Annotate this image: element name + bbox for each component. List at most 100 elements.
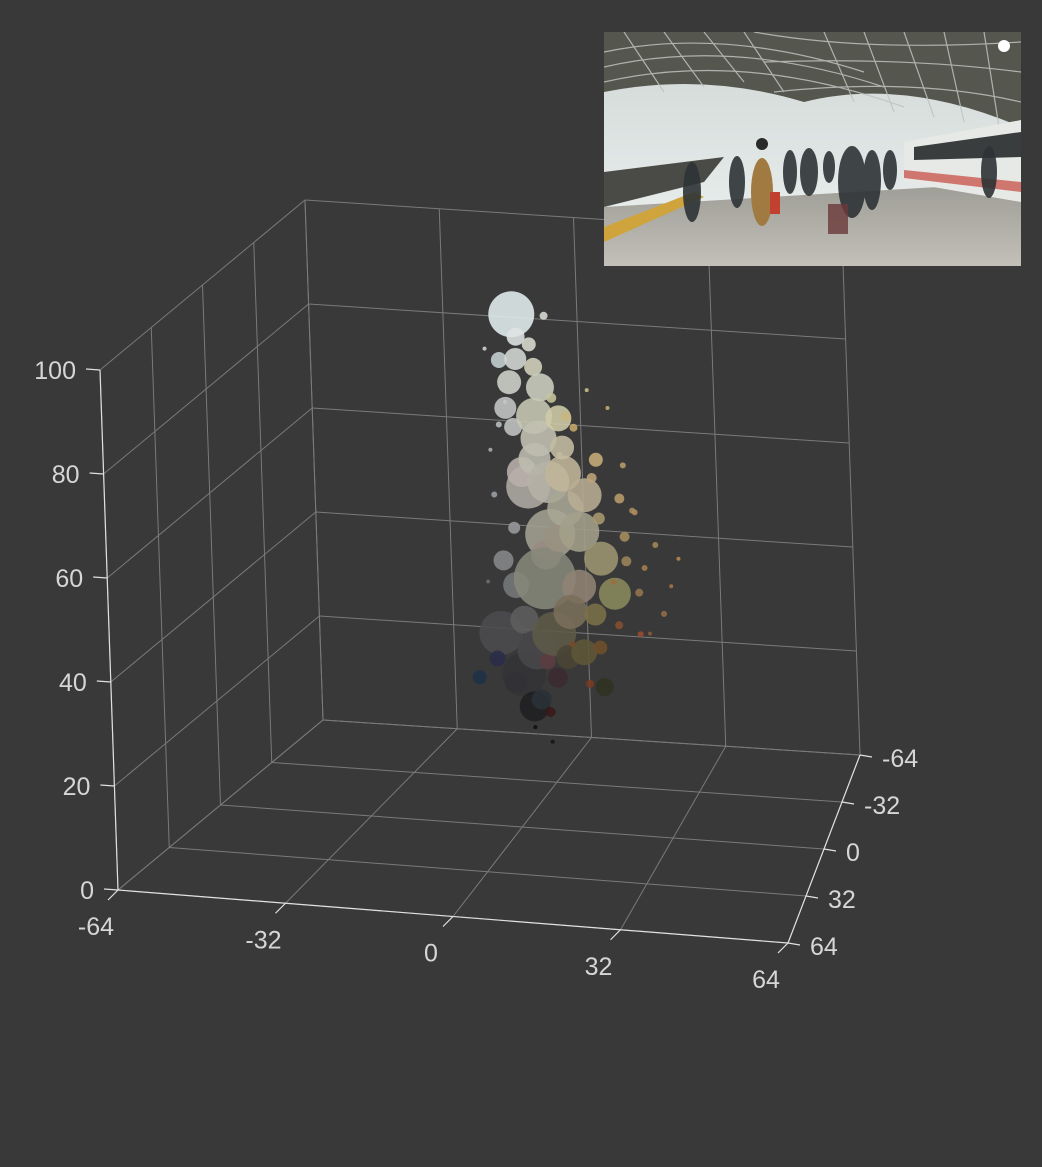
floor-grid-line-b: [220, 804, 825, 850]
data-point: [584, 388, 589, 393]
data-point: [641, 564, 648, 571]
z-tick-mark: [96, 680, 111, 683]
back-wall-horizontal-line: [322, 719, 861, 756]
x-tick-mark: [275, 902, 286, 914]
data-point: [553, 594, 588, 629]
data-point: [569, 640, 576, 647]
left-wall-vertical-line: [304, 199, 324, 721]
x-tick-label: 0: [424, 940, 438, 968]
data-point: [584, 541, 619, 576]
data-point: [482, 346, 487, 351]
x-tick-mark: [610, 929, 621, 941]
data-point: [533, 725, 538, 730]
data-point: [524, 357, 543, 376]
z-tick-label: 100: [34, 357, 76, 385]
y-tick-mark: [859, 754, 873, 758]
data-point: [567, 478, 602, 513]
data-point: [550, 435, 575, 460]
data-point: [593, 640, 608, 655]
data-point: [488, 447, 493, 452]
y-tick-mark: [787, 942, 801, 946]
data-point: [546, 392, 557, 403]
data-point: [648, 631, 653, 636]
data-point: [637, 631, 644, 638]
data-point: [513, 547, 576, 610]
left-wall-horizontal-line: [117, 719, 324, 891]
z-axis-line: [99, 369, 119, 891]
data-point: [592, 512, 605, 525]
y-tick-mark: [823, 848, 837, 852]
data-point: [621, 556, 632, 567]
left-wall-horizontal-line: [110, 511, 317, 683]
data-point: [491, 491, 498, 498]
y-tick-label: -32: [864, 792, 900, 820]
data-point: [506, 327, 525, 346]
z-tick-label: 60: [55, 565, 83, 593]
data-point: [472, 670, 487, 685]
x-tick-label: 64: [752, 966, 780, 994]
left-wall-horizontal-line: [106, 407, 313, 579]
data-point: [550, 739, 555, 744]
data-point: [631, 509, 638, 516]
data-point: [569, 423, 578, 432]
data-point: [559, 511, 600, 552]
z-tick-mark: [89, 472, 104, 475]
data-point: [508, 521, 521, 534]
data-point: [635, 588, 644, 597]
floor-grid-line-b: [169, 847, 807, 897]
data-point: [489, 650, 506, 667]
data-point: [486, 579, 491, 584]
data-point: [586, 472, 597, 483]
left-wall-horizontal-line: [103, 303, 309, 475]
data-point: [504, 347, 527, 370]
data-point: [547, 667, 568, 688]
data-point: [544, 455, 581, 492]
data-point: [539, 311, 548, 320]
back-wall-horizontal-line: [312, 407, 850, 444]
z-tick-mark: [103, 888, 119, 891]
y-tick-mark: [841, 801, 855, 805]
data-point: [584, 603, 607, 626]
data-point: [605, 405, 610, 410]
data-point: [493, 550, 514, 571]
data-point: [595, 678, 614, 697]
z-tick-label: 40: [59, 669, 87, 697]
data-point: [614, 493, 625, 504]
data-point: [539, 653, 556, 670]
x-tick-label: 32: [585, 953, 613, 981]
source-image-thumbnail: [604, 32, 1021, 266]
data-point: [488, 291, 535, 338]
data-point: [676, 556, 681, 561]
y-tick-label: 64: [810, 933, 838, 961]
z-tick-label: 0: [80, 877, 94, 905]
data-point: [571, 639, 598, 666]
data-point: [669, 584, 674, 589]
z-tick-mark: [85, 368, 101, 371]
y-tick-label: -64: [882, 745, 918, 773]
grid-lines: [99, 199, 861, 944]
data-point: [531, 689, 552, 710]
back-wall-vertical-line: [438, 208, 458, 729]
data-point: [598, 577, 631, 610]
left-wall-vertical-line: [202, 284, 221, 806]
data-points: [472, 291, 681, 744]
x-tick-label: -32: [245, 926, 281, 954]
data-point: [588, 452, 603, 467]
data-point: [560, 411, 571, 422]
x-tick-mark: [777, 942, 789, 954]
data-point: [497, 370, 522, 395]
y-tick-mark: [805, 895, 819, 899]
data-point: [619, 531, 630, 542]
data-point: [661, 610, 668, 617]
x-tick-mark: [442, 916, 454, 927]
z-tick-mark: [100, 784, 115, 787]
data-point: [510, 605, 539, 634]
x-tick-label: -64: [78, 913, 114, 941]
z-tick-mark: [93, 576, 108, 579]
x-tick-mark: [107, 889, 119, 901]
data-point: [490, 351, 507, 368]
data-point: [586, 679, 595, 688]
data-point: [521, 337, 536, 352]
